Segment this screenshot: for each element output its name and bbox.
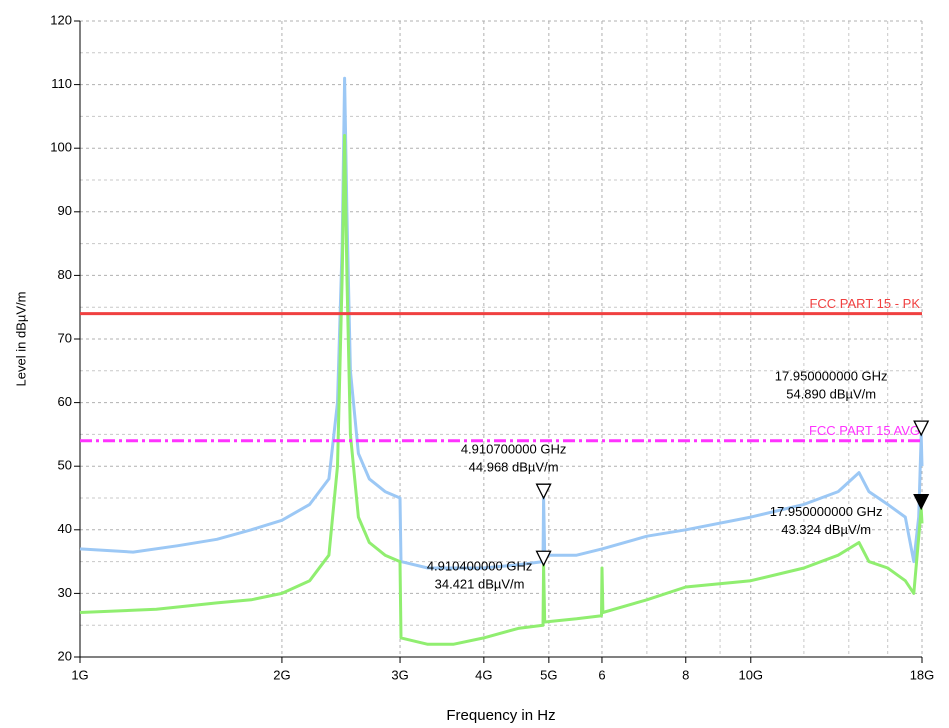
marker-label: 17.950000000 GHz xyxy=(770,504,883,519)
y-tick-label: 20 xyxy=(58,648,72,663)
y-tick-label: 120 xyxy=(50,12,72,27)
x-tick-label: 2G xyxy=(273,667,290,682)
marker-label: 34.421 dBµV/m xyxy=(435,577,525,592)
marker xyxy=(535,483,552,500)
x-tick-label: 5G xyxy=(540,667,557,682)
y-tick-label: 60 xyxy=(58,394,72,409)
marker-label: 17.950000000 GHz xyxy=(775,369,888,384)
y-tick-label: 40 xyxy=(58,521,72,536)
marker xyxy=(913,494,930,511)
series-line xyxy=(79,134,924,646)
x-tick-label: 4G xyxy=(475,667,492,682)
x-axis-label: Frequency in Hz xyxy=(446,707,555,724)
y-tick-label: 70 xyxy=(58,330,72,345)
limit-label: FCC PART 15 AVG xyxy=(809,423,920,438)
marker xyxy=(535,550,552,567)
y-tick-label: 90 xyxy=(58,203,72,218)
y-tick-label: 50 xyxy=(58,458,72,473)
x-tick-label: 18G xyxy=(910,667,935,682)
marker-label: 44.968 dBµV/m xyxy=(469,460,559,475)
y-tick-label: 110 xyxy=(51,76,72,91)
marker-label: 54.890 dBµV/m xyxy=(786,387,876,402)
y-tick-label: 80 xyxy=(58,267,72,282)
x-tick-label: 3G xyxy=(391,667,408,682)
series-line xyxy=(79,76,924,570)
marker-label: 4.910400000 GHz xyxy=(427,559,533,574)
y-tick-label: 100 xyxy=(50,140,72,155)
limit-label: FCC PART 15 - PK xyxy=(809,296,920,311)
y-axis-label: Level in dBµV/m xyxy=(13,292,28,387)
x-tick-label: 10G xyxy=(738,667,763,682)
marker xyxy=(913,420,930,437)
marker-label: 43.324 dBµV/m xyxy=(781,522,871,537)
x-tick-label: 1G xyxy=(71,667,88,682)
marker-label: 4.910700000 GHz xyxy=(461,442,567,457)
y-tick-label: 30 xyxy=(58,585,72,600)
x-tick-label: 8 xyxy=(682,667,689,682)
x-tick-label: 6 xyxy=(598,667,605,682)
